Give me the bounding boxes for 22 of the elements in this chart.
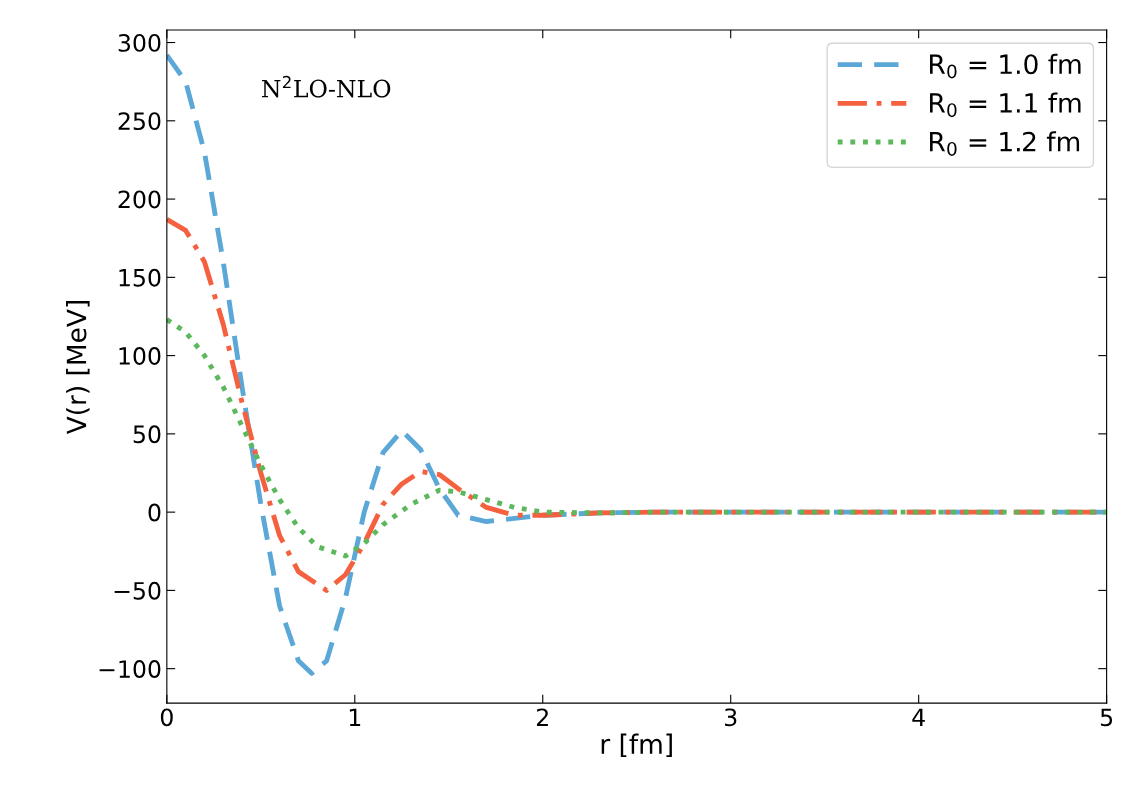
x-tick-label: 5 <box>1100 708 1113 727</box>
y-tick-label: 250 <box>118 112 161 131</box>
y-tick-label: 50 <box>133 425 161 444</box>
x-tick-label: 1 <box>349 708 361 726</box>
y-axis-title: V(r) [MeV] <box>66 301 90 435</box>
line-series <box>166 317 1107 559</box>
x-tick-label: 4 <box>912 708 925 726</box>
x-tick-label: 3 <box>725 708 737 727</box>
x-axis-title: r [fm] <box>601 733 672 758</box>
legend-label: R$_{0}$ = 1.2 fm <box>930 131 1080 156</box>
x-tick-label: 2 <box>536 708 548 726</box>
legend-label: R$_{0}$ = 1.1 fm <box>930 92 1081 118</box>
y-tick-label: 100 <box>119 347 161 365</box>
annotation: N$^{2}$LO-NLO <box>261 75 391 98</box>
x-tick-label: 0 <box>160 708 173 727</box>
y-tick-label: −100 <box>99 660 161 678</box>
y-tick-label: 200 <box>118 190 161 209</box>
legend-label: R$_{0}$ = 1.0 fm <box>930 53 1081 79</box>
y-tick-label: 0 <box>148 503 161 522</box>
y-tick-label: 150 <box>119 268 161 287</box>
y-tick-label: −50 <box>114 581 161 600</box>
y-tick-label: 300 <box>118 33 161 52</box>
